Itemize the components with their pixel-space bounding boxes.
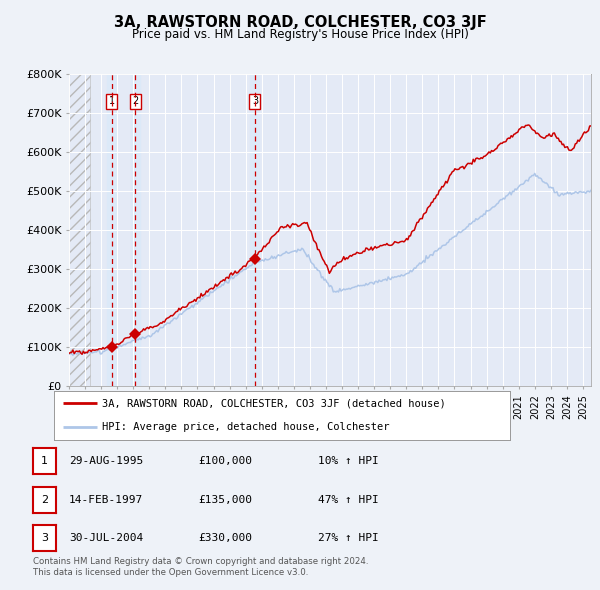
Text: 1: 1 <box>109 96 115 106</box>
Bar <box>107 74 116 386</box>
Text: £330,000: £330,000 <box>198 533 252 543</box>
Text: £135,000: £135,000 <box>198 495 252 504</box>
Text: £100,000: £100,000 <box>198 457 252 466</box>
Text: 3A, RAWSTORN ROAD, COLCHESTER, CO3 3JF: 3A, RAWSTORN ROAD, COLCHESTER, CO3 3JF <box>113 15 487 30</box>
Text: Contains HM Land Registry data © Crown copyright and database right 2024.: Contains HM Land Registry data © Crown c… <box>33 558 368 566</box>
Text: 30-JUL-2004: 30-JUL-2004 <box>69 533 143 543</box>
Text: 2: 2 <box>41 495 48 504</box>
Text: 47% ↑ HPI: 47% ↑ HPI <box>318 495 379 504</box>
Bar <box>250 74 259 386</box>
Text: 14-FEB-1997: 14-FEB-1997 <box>69 495 143 504</box>
Text: 3: 3 <box>41 533 48 543</box>
Text: 10% ↑ HPI: 10% ↑ HPI <box>318 457 379 466</box>
Text: 3A, RAWSTORN ROAD, COLCHESTER, CO3 3JF (detached house): 3A, RAWSTORN ROAD, COLCHESTER, CO3 3JF (… <box>102 398 446 408</box>
Text: This data is licensed under the Open Government Licence v3.0.: This data is licensed under the Open Gov… <box>33 568 308 577</box>
Text: 2: 2 <box>132 96 138 106</box>
Bar <box>131 74 140 386</box>
Text: 3: 3 <box>252 96 258 106</box>
Text: 29-AUG-1995: 29-AUG-1995 <box>69 457 143 466</box>
Text: HPI: Average price, detached house, Colchester: HPI: Average price, detached house, Colc… <box>102 422 389 432</box>
Text: 27% ↑ HPI: 27% ↑ HPI <box>318 533 379 543</box>
Text: 1: 1 <box>41 457 48 466</box>
Text: Price paid vs. HM Land Registry's House Price Index (HPI): Price paid vs. HM Land Registry's House … <box>131 28 469 41</box>
